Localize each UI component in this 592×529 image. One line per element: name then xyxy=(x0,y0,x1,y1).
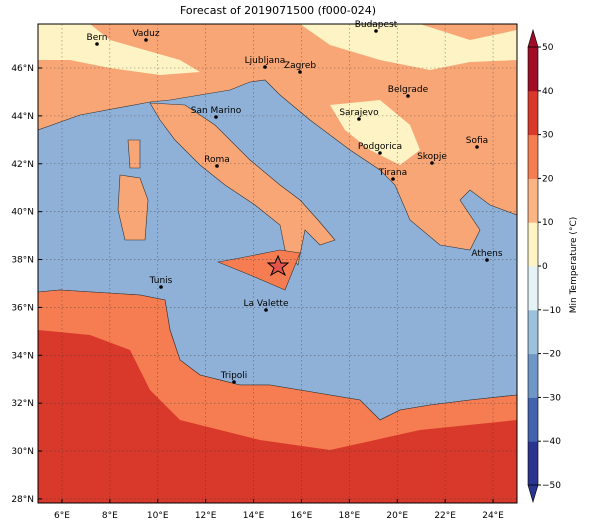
colorbar-tick-label: −30 xyxy=(542,393,561,403)
city-label: Skopje xyxy=(417,152,447,162)
lat-tick-label: 38°N xyxy=(11,256,34,266)
city-label: Roma xyxy=(204,155,230,165)
colorbar-extend xyxy=(527,484,539,504)
lat-tick-label: 32°N xyxy=(11,399,34,409)
city-marker xyxy=(485,258,489,262)
colorbar-tick-label: −50 xyxy=(542,481,561,491)
lon-tick-label: 22°E xyxy=(434,511,456,521)
colorbar-tick-label: 40 xyxy=(542,87,554,97)
city-label: Sarajevo xyxy=(339,108,379,118)
corsica xyxy=(127,139,141,169)
colorbar-band xyxy=(528,397,538,442)
colorbar-tick-label: 10 xyxy=(542,218,554,228)
colorbar-tick-label: 0 xyxy=(542,262,548,272)
city-label: Bern xyxy=(87,33,108,43)
colorbar-tick-label: −10 xyxy=(542,306,561,316)
city-label: Belgrade xyxy=(388,85,429,95)
lon-tick-label: 24°E xyxy=(482,511,504,521)
city-marker xyxy=(374,29,378,33)
lat-tick-label: 36°N xyxy=(11,303,34,313)
city-label: Tripoli xyxy=(220,371,248,381)
city-marker xyxy=(144,38,148,42)
city-marker xyxy=(357,117,361,121)
colorbar-band xyxy=(528,309,538,355)
city-marker xyxy=(391,177,395,181)
colorbar-band xyxy=(528,353,538,398)
lon-tick-label: 6°E xyxy=(54,511,70,521)
city-label: Budapest xyxy=(355,20,398,30)
lat-tick-label: 40°N xyxy=(11,208,34,218)
city-marker xyxy=(214,115,218,119)
colorbar-label: Min Temperature (°C) xyxy=(569,217,579,314)
city-label: Tunis xyxy=(149,276,173,286)
star-marker xyxy=(266,254,290,277)
colorbar-tick-label: −40 xyxy=(542,437,561,447)
lat-tick-label: 34°N xyxy=(11,351,34,361)
city-marker xyxy=(430,161,434,165)
map-frame xyxy=(37,23,518,504)
colorbar-band xyxy=(528,441,538,486)
lon-tick-label: 16°E xyxy=(291,511,313,521)
city-label: Ljubljana xyxy=(245,56,286,66)
city-marker xyxy=(95,42,99,46)
colorbar-tick-label: 50 xyxy=(542,43,554,53)
colorbar-band xyxy=(528,266,538,311)
lat-tick-label: 30°N xyxy=(11,447,34,457)
city-marker xyxy=(159,285,163,289)
city-marker xyxy=(298,70,302,74)
lon-tick-label: 20°E xyxy=(386,511,408,521)
italy xyxy=(149,102,336,266)
city-label: Zagreb xyxy=(284,61,316,71)
africa-hot xyxy=(38,330,517,503)
land-zone xyxy=(38,24,200,75)
city-label: Sofia xyxy=(466,136,488,146)
colorbar-band xyxy=(528,134,538,179)
city-marker xyxy=(263,65,267,69)
lat-tick-label: 28°N xyxy=(11,495,34,505)
land-zone xyxy=(300,24,517,70)
colorbar-tick-label: −20 xyxy=(542,350,561,360)
lon-tick-label: 18°E xyxy=(339,511,361,521)
city-marker xyxy=(215,164,219,168)
sardinia xyxy=(117,174,149,241)
lat-tick-label: 42°N xyxy=(11,160,34,170)
lon-tick-label: 8°E xyxy=(102,511,118,521)
colorbar-tick-label: 20 xyxy=(542,174,554,184)
colorbar-extend xyxy=(527,28,539,48)
city-label: Podgorica xyxy=(358,142,402,152)
colorbar-tick-label: 30 xyxy=(542,131,554,141)
city-label: Tirana xyxy=(378,168,407,178)
city-marker xyxy=(406,94,410,98)
city-marker xyxy=(378,151,382,155)
map xyxy=(38,24,517,503)
city-marker xyxy=(475,145,479,149)
title: Forecast of 2019071500 (f000-024) xyxy=(180,4,376,17)
lat-tick-label: 46°N xyxy=(11,64,34,74)
colorbar-band xyxy=(528,47,538,92)
city-label: La Valette xyxy=(244,299,289,309)
colorbar-band xyxy=(528,178,538,223)
lon-tick-label: 12°E xyxy=(195,511,217,521)
lat-tick-label: 44°N xyxy=(11,112,34,122)
colorbar-band xyxy=(528,90,538,136)
city-marker xyxy=(232,380,236,384)
city-label: Athens xyxy=(471,249,502,259)
colorbar-band xyxy=(528,222,538,267)
city-label: Vaduz xyxy=(132,29,159,39)
city-label: San Marino xyxy=(191,106,242,116)
lon-tick-label: 10°E xyxy=(147,511,169,521)
lon-tick-label: 14°E xyxy=(243,511,265,521)
city-marker xyxy=(264,308,268,312)
